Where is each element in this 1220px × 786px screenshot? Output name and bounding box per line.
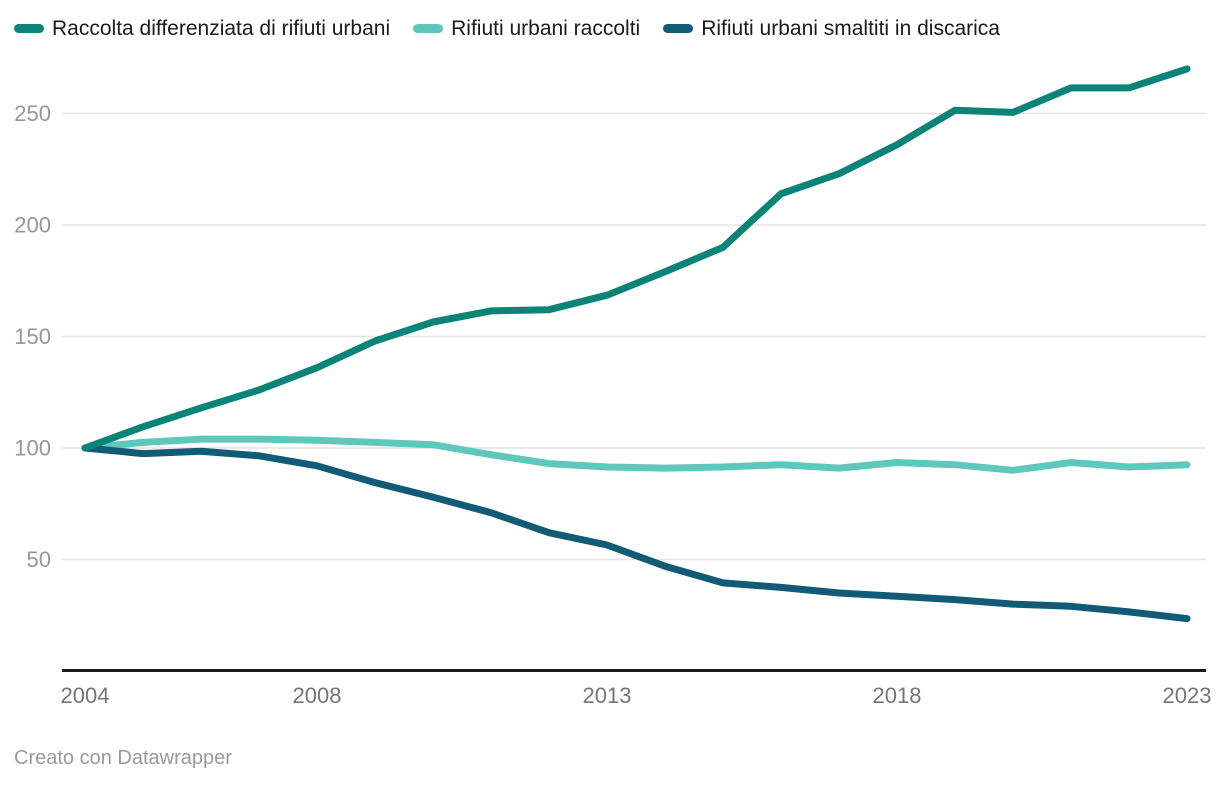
- legend-item-rifiuti-discarica: Rifiuti urbani smaltiti in discarica: [663, 16, 1000, 41]
- x-axis-tick-label: 2018: [873, 683, 922, 708]
- legend-swatch-icon: [14, 24, 44, 34]
- series-line-1[interactable]: [81, 65, 1191, 452]
- legend-item-raccolta-differenziata: Raccolta differenziata di rifiuti urbani: [14, 16, 390, 41]
- legend-label: Rifiuti urbani smaltiti in discarica: [701, 17, 1000, 40]
- legend-swatch-icon: [663, 24, 694, 34]
- legend-swatch-icon: [413, 24, 444, 34]
- series-line-2[interactable]: [81, 435, 1191, 474]
- x-axis-tick-label: 2023: [1163, 683, 1212, 708]
- line-chart: 50 100 150 200 250 2004 2008 2013 2018 2023: [14, 65, 1212, 708]
- x-axis-tick-label: 2004: [61, 683, 110, 708]
- x-axis-tick-label: 2008: [293, 683, 342, 708]
- y-axis-tick-label: 50: [27, 547, 51, 572]
- chart-legend: Raccolta differenziata di rifiuti urbani…: [14, 16, 1000, 41]
- y-axis-tick-label: 150: [14, 324, 51, 349]
- x-axis-tick-label: 2013: [583, 683, 632, 708]
- y-axis-tick-label: 250: [14, 101, 51, 126]
- series-line-3[interactable]: [81, 444, 1191, 623]
- legend-item-rifiuti-raccolti: Rifiuti urbani raccolti: [413, 16, 640, 41]
- legend-label: Rifiuti urbani raccolti: [451, 17, 641, 40]
- y-axis-tick-label: 100: [14, 436, 51, 461]
- attribution-link[interactable]: Creato con Datawrapper: [14, 747, 232, 769]
- y-axis-tick-label: 200: [14, 213, 51, 238]
- legend-label: Raccolta differenziata di rifiuti urbani: [52, 17, 391, 40]
